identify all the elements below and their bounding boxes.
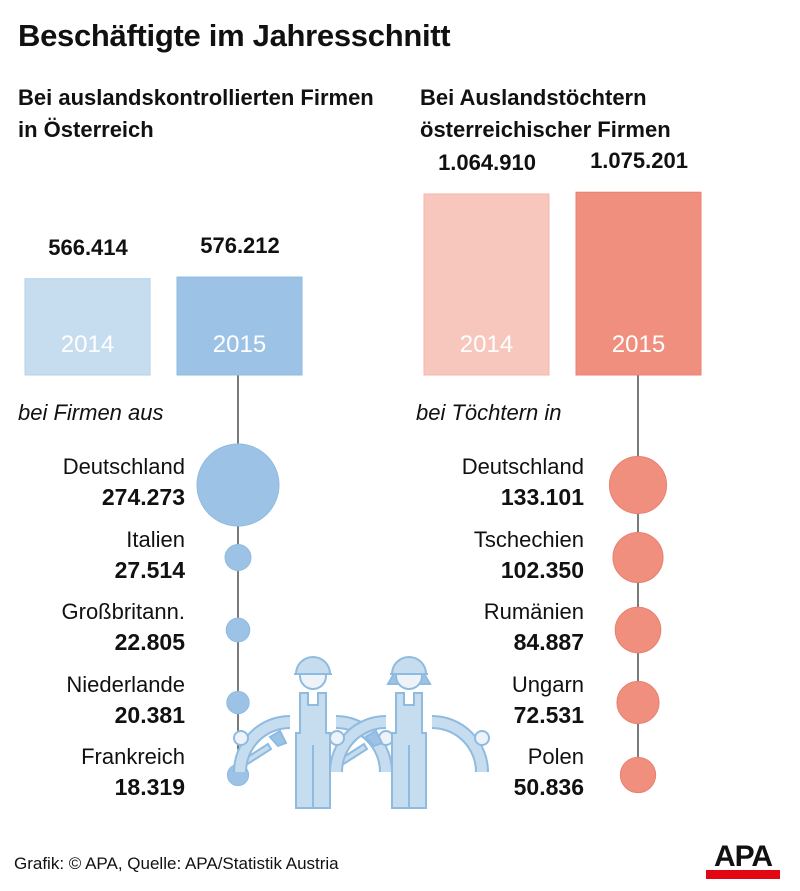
bar-2014: [423, 193, 550, 376]
bubble-Deutschland: [196, 443, 280, 527]
apa-logo: APA: [706, 840, 780, 879]
country-label: Tschechien 102.350: [404, 525, 584, 585]
bubble-Italien: [224, 544, 252, 571]
bar-value-label: 566.414: [48, 234, 128, 260]
right-panel-title: Bei Auslandstöchtern österreichischer Fi…: [420, 85, 671, 142]
bar-year-label: 2015: [213, 331, 266, 358]
footer-source: Grafik: © APA, Quelle: APA/Statistik Aus…: [14, 854, 339, 873]
country-label: Deutschland 274.273: [5, 452, 185, 512]
country-value: 274.273: [101, 484, 185, 510]
bar-value-label: 1.075.201: [590, 148, 688, 174]
country-value: 27.514: [114, 556, 185, 583]
bar-year-label: 2014: [61, 331, 114, 358]
bubble-Niederlande: [226, 690, 250, 715]
country-name: Frankreich: [81, 744, 185, 769]
bar-year-label: 2015: [612, 331, 665, 358]
country-name: Rumänien: [483, 599, 584, 624]
country-name: Deutschland: [461, 454, 584, 479]
country-name: Großbritann.: [61, 599, 186, 624]
apa-logo-bar: [706, 870, 780, 879]
country-name: Ungarn: [511, 671, 584, 697]
bar-value-label: 1.064.910: [438, 149, 536, 175]
country-value: 133.101: [500, 484, 584, 510]
bubble-Ungarn: [616, 680, 660, 725]
country-label: Italien 27.514: [5, 525, 185, 585]
bubble-Rumänien: [614, 606, 662, 654]
country-name: Niederlande: [66, 671, 185, 697]
left-breakdown-label: bei Firmen aus: [18, 400, 164, 425]
worker-male-icon: [233, 656, 394, 809]
country-name: Italien: [126, 526, 185, 552]
bar-2015: [176, 276, 303, 376]
bar-2014: [24, 278, 151, 376]
left-panel-title: Bei auslandskontrollierten Firmen in Öst…: [18, 85, 374, 142]
bubble-Großbritann.: [225, 617, 251, 643]
country-value: 84.887: [513, 629, 584, 655]
country-value: 20.381: [114, 701, 185, 728]
country-value: 72.531: [513, 701, 584, 728]
bar-2015: [575, 191, 702, 376]
bubble-Deutschland: [608, 455, 668, 515]
country-name: Tschechien: [473, 526, 584, 552]
country-value: 22.805: [114, 629, 185, 655]
right-breakdown-label: bei Töchtern in: [416, 400, 562, 425]
country-label: Frankreich 18.319: [5, 742, 185, 802]
country-label: Polen 50.836: [404, 742, 584, 802]
country-name: Deutschland: [62, 454, 185, 479]
country-label: Ungarn 72.531: [404, 670, 584, 730]
country-label: Deutschland 133.101: [404, 452, 584, 512]
country-label: Großbritann. 22.805: [5, 597, 186, 657]
bar-value-label: 576.212: [200, 233, 280, 259]
apa-logo-text: APA: [713, 840, 773, 873]
country-value: 18.319: [114, 774, 185, 800]
country-value: 50.836: [513, 774, 584, 800]
page-title: Beschäftigte im Jahresschnitt: [18, 18, 451, 53]
country-value: 102.350: [500, 556, 584, 583]
country-label: Rumänien 84.887: [404, 597, 584, 657]
country-name: Polen: [527, 744, 584, 769]
worker-female-icon: [329, 656, 490, 809]
bar-year-label: 2014: [460, 331, 513, 358]
bubble-Polen: [619, 756, 657, 794]
bubble-Tschechien: [612, 531, 664, 584]
country-label: Niederlande 20.381: [5, 670, 185, 730]
